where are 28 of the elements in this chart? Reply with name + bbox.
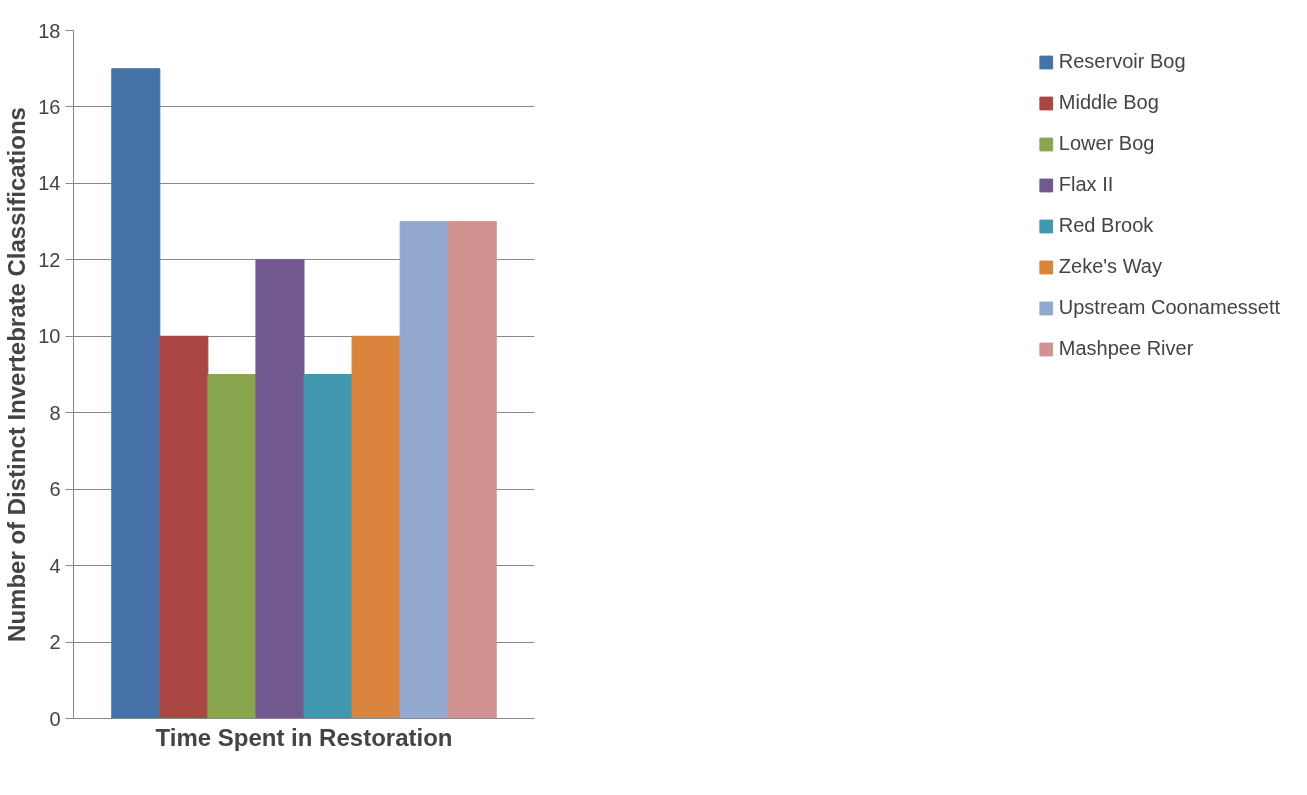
y-tick-label: 12	[38, 248, 61, 271]
y-tick-label: 10	[38, 325, 61, 348]
legend-label: Flax II	[1058, 173, 1114, 196]
bar	[399, 221, 449, 719]
legend-label: Red Brook	[1058, 214, 1154, 237]
y-axis-title: Number of Distinct Invertebrate Classifications	[3, 107, 31, 642]
y-tick-label: 14	[38, 172, 61, 195]
bar	[303, 374, 353, 719]
bar	[447, 221, 497, 719]
y-tick-label: 2	[49, 631, 61, 654]
bar	[159, 335, 209, 719]
y-tick-label: 6	[49, 478, 61, 501]
y-tick-label: 4	[49, 554, 61, 577]
bar	[255, 259, 305, 719]
y-tick-label: 0	[49, 707, 61, 730]
legend-label: Middle Bog	[1058, 91, 1159, 114]
legend-label: Upstream Coonamessett	[1058, 296, 1280, 319]
y-tick-label: 8	[49, 401, 61, 424]
legend-label: Mashpee River	[1058, 337, 1194, 360]
legend-label: Lower Bog	[1058, 132, 1155, 155]
bar	[207, 374, 257, 719]
x-axis-title: Time Spent in Restoration	[155, 723, 453, 751]
y-tick-label: 18	[38, 19, 61, 42]
legend-label: Zeke's Way	[1058, 255, 1162, 278]
legend-label: Reservoir Bog	[1058, 50, 1186, 73]
bar	[351, 335, 401, 719]
bar	[111, 68, 161, 719]
y-tick-label: 16	[38, 95, 61, 118]
